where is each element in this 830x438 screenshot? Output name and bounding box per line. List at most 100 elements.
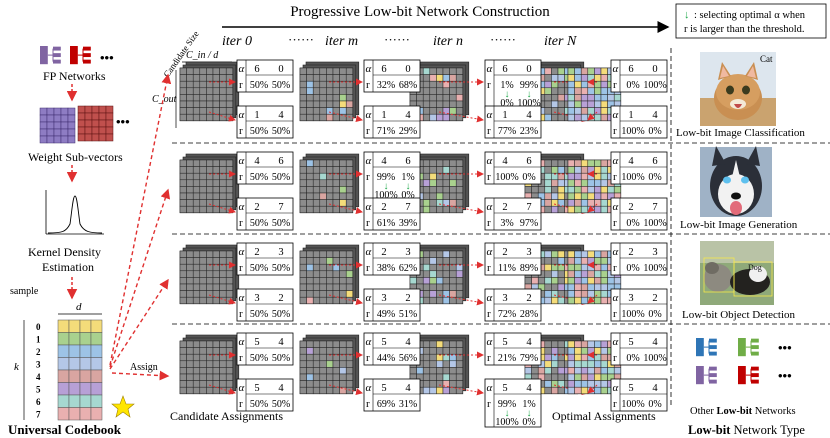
alpha-ratio-box: αr4 6 100% 0% bbox=[610, 151, 668, 185]
weight-matrix bbox=[299, 334, 363, 395]
codebook-row-index: 1 bbox=[36, 335, 41, 345]
alpha-value: 3 bbox=[405, 247, 410, 258]
alpha-ratio-box: αr4 699% 1%↓ ↓100% 0% bbox=[363, 151, 421, 201]
iter-0-label: iter 0 bbox=[222, 34, 252, 49]
ratio-value: 0% bbox=[648, 172, 661, 183]
kde-plot bbox=[45, 190, 104, 235]
ratio-value: 99% bbox=[520, 80, 538, 91]
network-type-label: Low-bit Network Type bbox=[688, 423, 805, 437]
alpha-value: 4 bbox=[652, 337, 658, 348]
ratio-value: 99% bbox=[498, 399, 516, 410]
ratio-value: 50% bbox=[272, 399, 290, 410]
other-network-icons: ••• ••• bbox=[696, 338, 792, 385]
alpha-ratio-box: αr2 7 61% 39% bbox=[363, 197, 421, 231]
alpha-value: 6 bbox=[405, 156, 410, 167]
network-icon bbox=[738, 338, 759, 357]
r-symbol: r bbox=[366, 125, 370, 137]
r-symbol: r bbox=[366, 262, 370, 274]
ratio-value: 0% bbox=[648, 399, 661, 410]
r-symbol: r bbox=[487, 125, 491, 137]
alpha-symbol: α bbox=[366, 201, 372, 213]
kde-label-2: Estimation bbox=[42, 260, 94, 274]
alpha-symbol: α bbox=[613, 63, 619, 75]
alpha-ratio-box: αr2 3 50% 50% bbox=[236, 242, 294, 276]
ratio-value: 50% bbox=[250, 353, 268, 364]
ratio-value: 50% bbox=[250, 80, 268, 91]
ratio-value: 29% bbox=[399, 126, 417, 137]
ratio-value: 100% bbox=[621, 126, 644, 137]
alpha-value: 5 bbox=[628, 337, 633, 348]
select-arrow-icon: ↓ bbox=[384, 181, 389, 192]
alpha-symbol: α bbox=[613, 336, 619, 348]
diagram-title: Progressive Low-bit Network Construction bbox=[290, 4, 550, 20]
ratio-value: 50% bbox=[272, 263, 290, 274]
ratio-value: 0% bbox=[648, 309, 661, 320]
iter-m-label: iter m bbox=[325, 34, 358, 49]
alpha-value: 6 bbox=[254, 64, 259, 75]
alpha-value: 1 bbox=[381, 110, 386, 121]
alpha-ratio-box: αr6 0 0% 100% bbox=[610, 59, 668, 93]
ratio-value: 97% bbox=[520, 218, 538, 229]
alpha-value: 4 bbox=[405, 383, 411, 394]
alpha-symbol: α bbox=[366, 292, 372, 304]
ratio-value: 50% bbox=[272, 172, 290, 183]
codebook-row-index: 4 bbox=[36, 372, 41, 382]
husky-image bbox=[700, 146, 772, 217]
candidate-assignments-label: Candidate Assignments bbox=[170, 409, 283, 423]
codebook-cell bbox=[68, 357, 81, 371]
codebook-cell bbox=[57, 407, 70, 421]
alpha-symbol: α bbox=[239, 336, 245, 348]
alpha-symbol: α bbox=[487, 109, 493, 121]
alpha-ratio-box: αr3 2 50% 50% bbox=[236, 288, 294, 322]
r-symbol: r bbox=[366, 352, 370, 364]
alpha-ratio-box: αr5 4 100% 0% bbox=[610, 378, 668, 412]
ratio-value: 1% bbox=[500, 80, 513, 91]
codebook-cell bbox=[68, 394, 81, 408]
select-arrow-icon: ↓ bbox=[505, 89, 510, 100]
alpha-ratio-box: αr1 4 50% 50% bbox=[236, 105, 294, 139]
ratio-value: 50% bbox=[250, 172, 268, 183]
ratio-value: 99% bbox=[377, 172, 395, 183]
ratio-value: 3% bbox=[500, 218, 513, 229]
r-symbol: r bbox=[366, 308, 370, 320]
alpha-value: 4 bbox=[526, 337, 532, 348]
universal-codebook: 0 1 2 3 4 5 6 7 bbox=[36, 319, 103, 421]
codebook-cell bbox=[79, 382, 92, 396]
alpha-symbol: α bbox=[239, 109, 245, 121]
alpha-symbol: α bbox=[613, 155, 619, 167]
iteration-labels: iter 0 ······ iter m ······ iter n ·····… bbox=[222, 32, 577, 49]
alpha-value: 2 bbox=[381, 247, 386, 258]
r-symbol: r bbox=[366, 171, 370, 183]
more-networks-dots: ••• bbox=[778, 340, 792, 355]
ratio-value: 0% bbox=[401, 190, 414, 201]
codebook-cell bbox=[57, 382, 70, 396]
ratio-value: 0% bbox=[500, 98, 513, 109]
alpha-value: 1 bbox=[254, 110, 259, 121]
alpha-ratio-box: αr5 4 69% 31% bbox=[363, 378, 421, 412]
weight-matrix bbox=[299, 244, 363, 305]
ratio-value: 50% bbox=[250, 263, 268, 274]
alpha-value: 4 bbox=[526, 110, 532, 121]
right-panel: Cat Low-bit Image Classification Low-bit… bbox=[676, 52, 805, 437]
alpha-ratio-box: αr5 4 50% 50% bbox=[236, 332, 294, 366]
fp-network-icons: ••• bbox=[40, 46, 114, 65]
ratio-value: 0% bbox=[626, 218, 639, 229]
alpha-ratio-box: αr4 6 100% 0% bbox=[484, 151, 542, 185]
alpha-value: 2 bbox=[405, 293, 410, 304]
other-networks-label: Other Low-bit Networks bbox=[690, 406, 796, 417]
ratio-value: 89% bbox=[520, 263, 538, 274]
alpha-value: 0 bbox=[278, 64, 283, 75]
alpha-value: 6 bbox=[278, 156, 283, 167]
ratio-value: 100% bbox=[495, 172, 518, 183]
r-symbol: r bbox=[613, 79, 617, 91]
weight-matrix bbox=[409, 61, 484, 123]
ratio-value: 50% bbox=[272, 218, 290, 229]
ratio-value: 100% bbox=[374, 190, 397, 201]
weight-matrix bbox=[299, 61, 363, 122]
alpha-value: 3 bbox=[381, 293, 386, 304]
alpha-symbol: α bbox=[366, 382, 372, 394]
codebook-cell bbox=[57, 369, 70, 383]
codebook-cell bbox=[90, 369, 103, 383]
codebook-cell bbox=[68, 369, 81, 383]
